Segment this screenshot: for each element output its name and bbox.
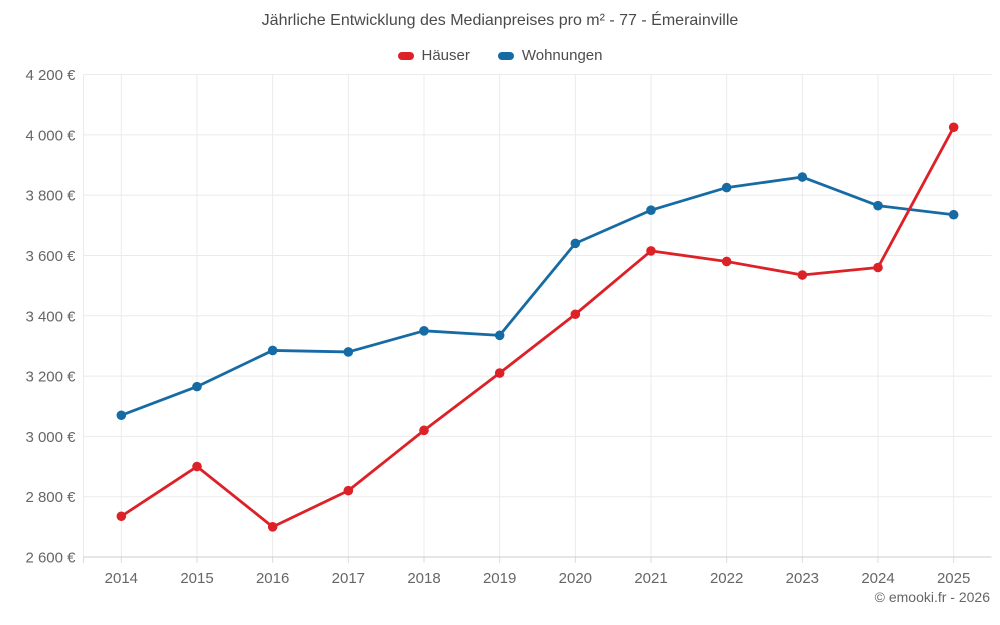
data-point-hauser-2019[interactable] (494, 368, 505, 378)
y-axis-label: 3 400 € (25, 308, 76, 325)
y-axis-label: 3 600 € (25, 248, 76, 265)
data-point-wohnungen-2020[interactable] (570, 238, 581, 249)
y-axis-label: 3 200 € (25, 369, 76, 386)
data-point-wohnungen-2016[interactable] (267, 345, 278, 356)
series-line-hauser (119, 125, 956, 529)
legend-label: Häuser (421, 47, 470, 64)
copyright: © emooki.fr - 2026 (874, 589, 990, 605)
data-point-wohnungen-2014[interactable] (116, 410, 127, 421)
data-point-wohnungen-2023[interactable] (797, 172, 808, 182)
data-point-hauser-2023[interactable] (797, 270, 808, 280)
x-axis-label: 2019 (483, 570, 516, 587)
series-line-wohnungen (119, 175, 956, 417)
x-axis-label: 2014 (105, 570, 138, 587)
y-axis-label: 3 000 € (25, 429, 76, 446)
legend-item-hauser[interactable]: Häuser (397, 47, 470, 64)
y-axis-label: 2 600 € (25, 550, 76, 567)
legend: Häuser Wohnungen (0, 47, 1000, 64)
data-point-hauser-2018[interactable] (419, 425, 429, 436)
x-axis-label: 2016 (256, 570, 289, 587)
data-point-wohnungen-2019[interactable] (494, 330, 505, 341)
data-point-hauser-2021[interactable] (646, 246, 656, 256)
data-point-wohnungen-2025[interactable] (948, 209, 959, 220)
x-axis-label: 2017 (332, 570, 365, 587)
y-axis-label: 2 800 € (25, 489, 76, 506)
y-axis-label: 4 000 € (25, 127, 76, 144)
x-axis-label: 2024 (861, 570, 894, 587)
data-point-hauser-2016[interactable] (267, 522, 278, 532)
x-axis-label: 2015 (180, 570, 213, 587)
data-point-hauser-2024[interactable] (873, 262, 883, 273)
legend-label: Wohnungen (521, 47, 603, 64)
data-point-hauser-2025[interactable] (948, 122, 959, 133)
data-point-hauser-2017[interactable] (343, 485, 354, 496)
data-point-wohnungen-2022[interactable] (721, 182, 732, 193)
legend-swatch-icon (497, 51, 514, 60)
data-point-hauser-2020[interactable] (570, 309, 581, 320)
data-point-hauser-2022[interactable] (721, 256, 732, 267)
data-point-wohnungen-2018[interactable] (419, 326, 429, 336)
data-point-hauser-2015[interactable] (192, 461, 202, 472)
chart-title: Jährliche Entwicklung des Medianpreises … (261, 12, 739, 29)
x-axis-label: 2022 (710, 570, 743, 587)
legend-item-wohnungen[interactable]: Wohnungen (497, 47, 603, 64)
x-axis-label: 2020 (559, 570, 592, 587)
data-point-wohnungen-2021[interactable] (646, 205, 656, 216)
y-axis-label: 4 200 € (25, 67, 76, 84)
data-point-wohnungen-2017[interactable] (343, 347, 354, 357)
x-axis-label: 2025 (937, 570, 970, 587)
x-axis-label: 2021 (634, 570, 667, 587)
x-axis-label: 2023 (786, 570, 819, 587)
data-point-hauser-2014[interactable] (116, 511, 127, 522)
legend-swatch-icon (397, 51, 414, 60)
data-point-wohnungen-2015[interactable] (192, 381, 202, 392)
data-point-wohnungen-2024[interactable] (873, 200, 883, 211)
y-axis-label: 3 800 € (25, 188, 76, 205)
x-axis-label: 2018 (407, 570, 440, 587)
